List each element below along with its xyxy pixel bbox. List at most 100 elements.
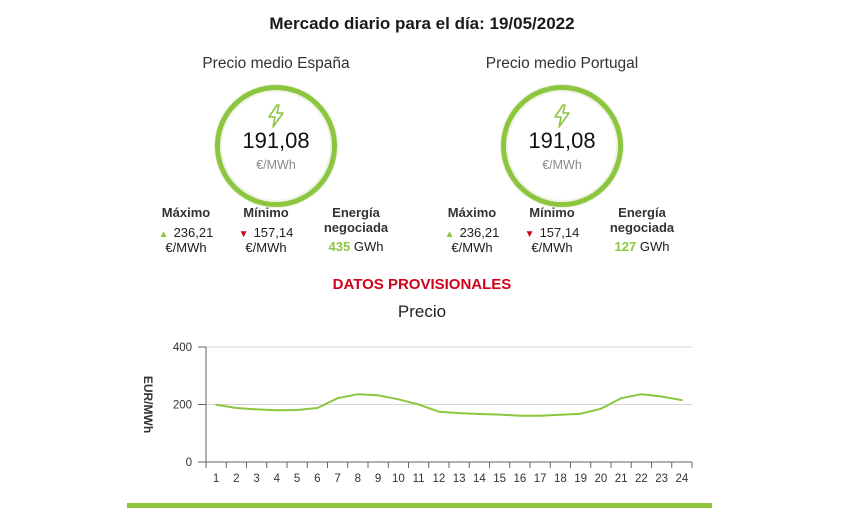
lightning-bolt-icon: [554, 104, 570, 128]
x-tick-label: 24: [675, 473, 688, 485]
x-tick-label: 3: [253, 473, 259, 485]
x-tick-label: 20: [594, 473, 607, 485]
data-point: [518, 414, 521, 417]
data-point: [397, 398, 400, 401]
data-point: [235, 407, 238, 409]
lightning-bolt-icon: [268, 104, 284, 128]
spain-energy-unit: GWh: [353, 239, 384, 254]
x-tick-label: 2: [233, 473, 239, 485]
portugal-panel: Precio medio Portugal 191,08 €/MWh Máxim…: [432, 55, 692, 255]
x-tick-label: 8: [355, 473, 361, 485]
spain-min-unit: €/MWh: [245, 240, 287, 255]
portugal-energy-unit: GWh: [639, 239, 670, 254]
data-point: [660, 395, 663, 398]
portugal-max-label: Máximo: [447, 205, 497, 220]
triangle-up-icon: ▲: [158, 229, 169, 240]
x-tick-label: 7: [334, 473, 340, 485]
spain-price-unit: €/MWh: [256, 158, 296, 172]
portugal-energy-value: 127: [614, 239, 637, 254]
triangle-up-icon: ▲: [444, 229, 455, 240]
portugal-stats: Máximo ▲ 236,21 €/MWh Mínimo ▼ 157,14 €/MW…: [432, 205, 692, 265]
data-point: [458, 412, 461, 415]
spain-energy-value: 435: [328, 239, 351, 254]
price-series-line: [215, 393, 683, 417]
data-point: [377, 394, 380, 397]
data-point: [336, 397, 339, 400]
portugal-max-stat: Máximo ▲ 236,21 €/MWh: [432, 205, 512, 255]
page-title: Mercado diario para el día: 19/05/2022: [269, 14, 575, 33]
x-tick-label: 13: [453, 473, 466, 485]
triangle-down-icon: ▼: [524, 229, 535, 240]
x-tick-label: 17: [534, 473, 547, 485]
portugal-energy-label-2: negociada: [609, 220, 675, 235]
x-tick-label: 6: [314, 473, 320, 485]
data-point: [478, 413, 481, 415]
spain-average-price: 191,08: [242, 128, 310, 153]
x-tick-label: 4: [274, 473, 281, 485]
spain-price-ring: 191,08 €/MWh: [215, 85, 337, 207]
portugal-max-unit: €/MWh: [451, 240, 493, 255]
data-point: [680, 399, 683, 402]
data-point: [417, 403, 420, 406]
data-point: [255, 408, 258, 411]
spain-max-stat: Máximo ▲ 236,21 €/MWh: [146, 205, 226, 255]
portugal-price-unit: €/MWh: [542, 158, 582, 172]
data-point: [316, 407, 319, 409]
chart-title: Precio: [397, 302, 447, 321]
data-point: [620, 397, 623, 400]
spain-panel: Precio medio España 191,08 €/MWh Máximo …: [146, 55, 406, 255]
portugal-min-stat: Mínimo ▼ 157,14 €/MWh: [512, 205, 592, 255]
x-tick-label: 9: [375, 473, 381, 485]
portugal-average-price: 191,08: [528, 128, 596, 153]
spain-min-label: Mínimo: [243, 205, 289, 220]
data-point: [215, 403, 218, 406]
x-tick-label: 15: [493, 473, 506, 485]
portugal-min-label: Mínimo: [529, 205, 575, 220]
x-tick-label: 10: [392, 473, 405, 485]
data-point: [437, 410, 440, 413]
y-tick-label: 0: [186, 457, 192, 469]
x-tick-label: 5: [294, 473, 300, 485]
x-tick-label: 14: [473, 473, 486, 485]
spain-stats: Máximo ▲ 236,21 €/MWh Mínimo ▼ 157,14 €/MW…: [146, 205, 406, 265]
y-tick-label: 200: [173, 400, 192, 412]
portugal-panel-title: Precio medio Portugal: [485, 55, 639, 72]
data-point: [275, 409, 278, 412]
provisional-data-notice: DATOS PROVISIONALES: [332, 276, 512, 293]
x-tick-label: 11: [413, 473, 425, 485]
x-tick-label: 16: [513, 473, 526, 485]
x-tick-label: 22: [635, 473, 648, 485]
spain-max-value: 236,21: [173, 225, 214, 240]
spain-energy-label-1: Energía: [332, 205, 380, 220]
x-tick-label: 1: [213, 473, 219, 485]
data-point: [296, 409, 299, 411]
x-tick-label: 19: [574, 473, 587, 485]
data-point: [539, 414, 542, 417]
data-point: [356, 393, 359, 396]
spain-energy-stat: Energía negociada 435 GWh: [306, 205, 406, 254]
spain-panel-title: Precio medio España: [202, 55, 350, 72]
x-tick-label: 21: [615, 473, 628, 485]
portugal-min-unit: €/MWh: [531, 240, 573, 255]
y-tick-label: 400: [173, 342, 192, 354]
y-axis-label: EUR/MWh: [141, 376, 155, 433]
x-tick-label: 18: [554, 473, 567, 485]
portugal-max-value: 236,21: [459, 225, 500, 240]
portugal-energy-stat: Energía negociada 127 GWh: [592, 205, 692, 254]
portugal-price-ring: 191,08 €/MWh: [501, 85, 623, 207]
spain-min-value: 157,14: [253, 225, 294, 240]
data-point: [579, 412, 582, 415]
bottom-accent-bar: [127, 503, 712, 508]
triangle-down-icon: ▼: [238, 229, 249, 240]
data-point: [559, 413, 562, 416]
spain-energy-label-2: negociada: [323, 220, 389, 235]
spain-max-unit: €/MWh: [165, 240, 207, 255]
portugal-energy-label-1: Energía: [618, 205, 666, 220]
data-point: [640, 393, 643, 396]
spain-max-label: Máximo: [161, 205, 211, 220]
data-point: [498, 413, 501, 416]
x-tick-label: 23: [655, 473, 668, 485]
data-point: [599, 407, 602, 410]
x-tick-label: 12: [432, 473, 445, 485]
